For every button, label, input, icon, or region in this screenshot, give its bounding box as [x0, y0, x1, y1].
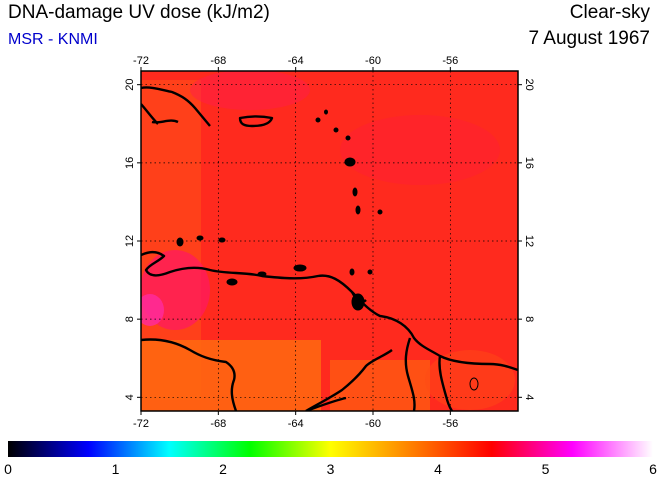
- lat-label-right: 12: [523, 235, 535, 247]
- lat-label-left: 20: [124, 79, 136, 91]
- guadeloupe-island: [344, 157, 356, 167]
- latitude-labels: 4 4 8 8 12 12 16 16 20 20: [124, 79, 535, 401]
- colorbar-tick-label: 4: [434, 461, 442, 477]
- sky-condition-label: Clear-sky: [569, 2, 650, 23]
- border-venezuela-guyana: [305, 349, 393, 411]
- border-guyana-suriname: [404, 337, 416, 411]
- margarita-island: [293, 264, 307, 272]
- lon-label-bottom: -64: [288, 418, 304, 430]
- uv-field-variations: [141, 71, 515, 411]
- lon-label-top: -60: [365, 55, 381, 67]
- lat-label-left: 8: [124, 316, 136, 322]
- lat-label-left: 16: [124, 157, 136, 169]
- martinique-island: [352, 187, 358, 197]
- colorbar-tick-label: 3: [327, 461, 335, 477]
- grenada-island: [349, 268, 355, 276]
- lon-label-top: -68: [210, 55, 226, 67]
- antigua-island: [345, 135, 351, 141]
- lat-label-right: 4: [523, 394, 535, 400]
- trinidad-island: [351, 293, 365, 311]
- lat-label-right: 16: [523, 157, 535, 169]
- aruba-curacao-island: [226, 278, 238, 286]
- lat-label-right: 20: [523, 79, 535, 91]
- leeward-islet-2: [324, 109, 328, 115]
- border-suriname-fguiana: [438, 355, 454, 411]
- colorbar-tick-label: 5: [542, 461, 550, 477]
- border-colombia-venezuela: [141, 338, 238, 411]
- st-lucia-island: [355, 205, 361, 215]
- barbados-island: [377, 209, 383, 215]
- colorbar-tick-label: 6: [649, 461, 657, 477]
- south-orange-region: [141, 340, 321, 411]
- credit-label: MSR - KNMI: [8, 31, 98, 48]
- coastlines: [141, 86, 518, 411]
- lon-label-bottom: -68: [210, 418, 226, 430]
- lat-label-left: 4: [124, 394, 136, 400]
- frame-tick-marks: [137, 67, 522, 415]
- st-kitts-island: [333, 127, 339, 133]
- lat-label-right: 8: [523, 316, 535, 322]
- leeward-islet: [315, 117, 321, 123]
- north-pink-band: [190, 71, 310, 110]
- west-magenta-spot: [141, 294, 164, 326]
- puerto-rico-coast: [238, 115, 274, 128]
- colorbar-tick-label: 1: [112, 461, 120, 477]
- longitude-labels: -72 -72 -68 -68 -64 -64 -60 -60 -56 -56: [133, 55, 458, 430]
- hispaniola-coast: [141, 86, 211, 127]
- lon-label-top: -64: [288, 55, 304, 67]
- lon-label-bottom: -60: [365, 418, 381, 430]
- abc-islet: [176, 237, 184, 247]
- tobago-island: [367, 269, 373, 275]
- lon-label-bottom: -72: [133, 418, 149, 430]
- bonaire-island: [257, 271, 267, 277]
- colorbar-tick-label: 2: [219, 461, 227, 477]
- colorbar-labels: 0 1 2 3 4 5 6: [4, 461, 657, 477]
- lat-label-left: 12: [124, 235, 136, 247]
- border-brazil: [305, 396, 347, 411]
- abc-islet-3: [218, 237, 226, 243]
- map-title: DNA-damage UV dose (kJ/m2): [8, 2, 270, 23]
- lon-label-top: -72: [133, 55, 149, 67]
- date-label: 7 August 1967: [528, 28, 651, 49]
- colorbar: [8, 441, 653, 457]
- colorbar-tick-label: 0: [4, 461, 12, 477]
- abc-islet-2: [196, 235, 204, 241]
- islands: [176, 109, 479, 391]
- lon-label-bottom: -56: [442, 418, 458, 430]
- guiana-inland-lake: [469, 377, 479, 391]
- east-pink-region: [340, 115, 500, 185]
- lon-label-top: -56: [442, 55, 458, 67]
